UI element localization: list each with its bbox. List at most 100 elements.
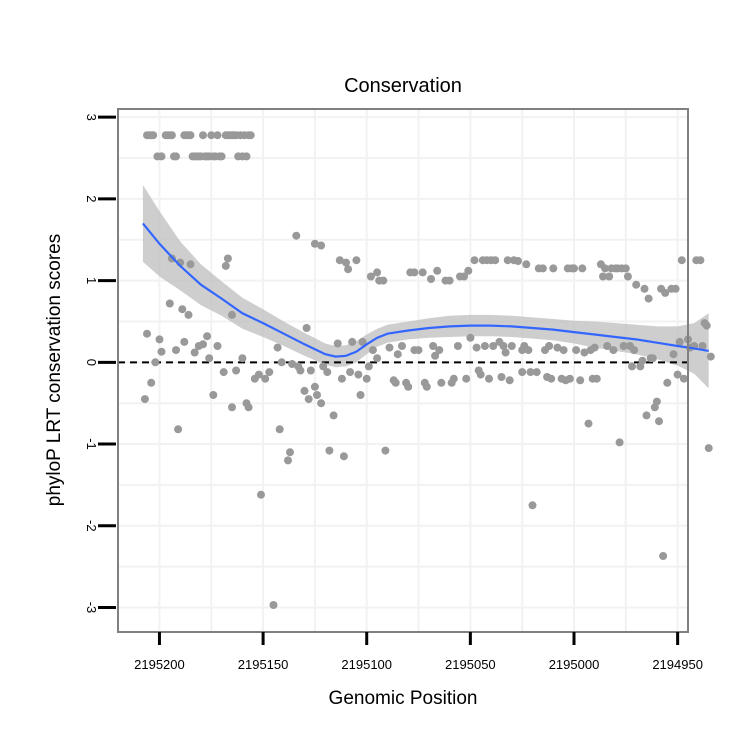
data-point: [172, 152, 180, 161]
data-point: [203, 332, 212, 341]
chart-title: Conservation: [344, 75, 462, 97]
data-point: [514, 257, 522, 265]
data-point: [404, 382, 413, 391]
data-point: [499, 342, 508, 350]
data-point: [669, 350, 678, 359]
data-point: [385, 343, 394, 352]
x-tick-label: 2195050: [445, 657, 496, 672]
data-point: [449, 374, 458, 383]
data-point: [205, 354, 214, 363]
data-point: [306, 366, 315, 375]
data-point: [143, 329, 151, 338]
data-point: [310, 239, 319, 248]
data-point: [472, 343, 481, 352]
data-point: [213, 131, 222, 140]
data-point: [503, 256, 512, 265]
data-point: [366, 272, 375, 281]
data-point: [501, 348, 510, 357]
y-tick-label: -3: [84, 602, 99, 614]
data-point: [300, 386, 309, 395]
data-point: [329, 411, 338, 420]
data-point: [323, 368, 332, 377]
data-point: [346, 368, 355, 377]
panel-border: [117, 108, 689, 633]
data-point: [186, 131, 195, 140]
data-point: [317, 241, 326, 250]
data-point: [429, 342, 438, 350]
data-point: [242, 152, 251, 161]
data-point: [414, 346, 423, 355]
data-point: [619, 342, 628, 350]
data-point: [317, 399, 326, 408]
data-point: [462, 374, 471, 383]
data-point: [522, 260, 531, 269]
data-point: [580, 348, 589, 357]
data-point: [379, 276, 388, 285]
data-point: [180, 337, 189, 346]
x-tick-label: 2195150: [238, 657, 289, 672]
data-point: [140, 395, 149, 404]
data-point: [261, 374, 270, 383]
data-point: [659, 552, 668, 560]
data-point: [590, 343, 599, 352]
data-point: [485, 374, 493, 383]
data-point: [368, 346, 377, 355]
data-point: [601, 264, 610, 273]
data-point: [265, 368, 274, 377]
data-point: [704, 444, 713, 453]
data-point: [339, 452, 348, 461]
data-point: [431, 351, 440, 360]
smoothed-fit: [142, 222, 709, 358]
data-point: [155, 335, 164, 344]
data-point: [391, 378, 400, 387]
data-point: [433, 266, 442, 275]
data-point: [572, 346, 581, 355]
plot-panel: [117, 108, 715, 633]
data-point: [364, 362, 373, 371]
data-point: [277, 358, 286, 367]
data-point: [254, 370, 263, 379]
data-point: [410, 268, 419, 277]
data-point: [337, 374, 346, 383]
data-point: [381, 446, 390, 455]
data-point: [269, 601, 278, 609]
data-point: [549, 264, 558, 273]
data-point: [319, 362, 328, 371]
data-point: [209, 391, 218, 399]
data-point: [167, 131, 176, 140]
data-point: [661, 288, 670, 297]
confidence-band: [142, 185, 709, 389]
data-point: [172, 346, 180, 355]
data-point: [559, 346, 568, 355]
data-point: [671, 284, 680, 293]
data-point: [638, 356, 647, 365]
data-point: [603, 342, 612, 350]
data-point: [553, 343, 562, 352]
data-point: [302, 324, 311, 332]
data-point: [679, 374, 688, 383]
data-point: [609, 346, 618, 355]
data-point: [538, 264, 547, 273]
data-point: [652, 397, 661, 406]
data-point: [545, 342, 554, 350]
data-point: [464, 266, 473, 275]
data-point: [373, 268, 382, 277]
data-point: [445, 276, 454, 285]
data-point: [292, 231, 301, 240]
data-point: [584, 419, 593, 428]
data-point: [362, 374, 371, 383]
data-point: [354, 370, 363, 379]
data-point: [673, 370, 682, 379]
data-point: [480, 342, 489, 350]
data-point: [418, 268, 427, 277]
data-point: [333, 339, 342, 348]
data-point: [178, 305, 187, 314]
data-point: [288, 360, 297, 368]
data-point: [460, 272, 469, 281]
data-point: [184, 310, 193, 319]
data-point: [518, 368, 527, 377]
data-point: [335, 256, 344, 265]
data-point: [528, 501, 537, 510]
data-point: [621, 264, 630, 273]
data-point: [344, 265, 353, 274]
